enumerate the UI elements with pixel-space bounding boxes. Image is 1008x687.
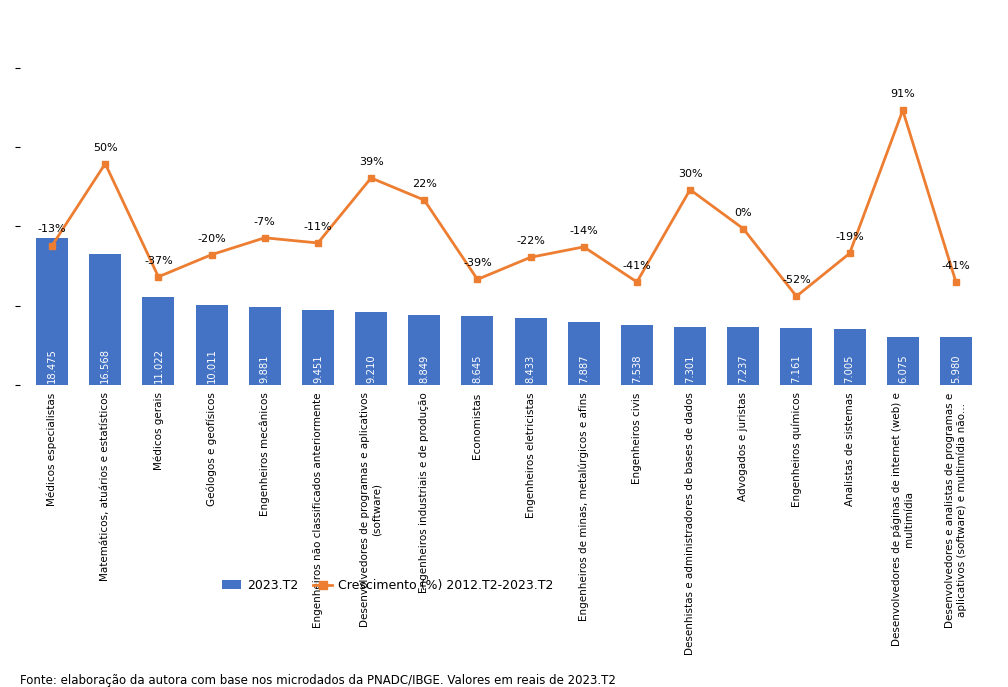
Text: 7.887: 7.887	[579, 354, 589, 383]
Text: 7.005: 7.005	[845, 354, 855, 383]
Text: 5.980: 5.980	[951, 354, 961, 383]
Legend: 2023.T2, Crescimento (%) 2012.T2-2023.T2: 2023.T2, Crescimento (%) 2012.T2-2023.T2	[217, 574, 558, 597]
Bar	[302, 310, 334, 385]
Text: Fonte: elaboração da autora com base nos microdados da PNADC/IBGE. Valores em re: Fonte: elaboração da autora com base nos…	[20, 673, 616, 686]
Text: -22%: -22%	[516, 236, 545, 246]
Text: 18.475: 18.475	[47, 348, 57, 383]
Text: -37%: -37%	[144, 256, 172, 266]
Text: -20%: -20%	[198, 234, 226, 244]
Text: 9.210: 9.210	[366, 354, 376, 383]
Bar	[196, 306, 228, 385]
Text: 7.237: 7.237	[738, 354, 748, 383]
Text: 7.161: 7.161	[791, 354, 801, 383]
Text: 8.433: 8.433	[525, 355, 535, 383]
Bar	[940, 337, 972, 385]
Text: 11.022: 11.022	[153, 348, 163, 383]
Text: -41%: -41%	[941, 261, 971, 271]
Text: -52%: -52%	[782, 275, 810, 285]
Text: 7.538: 7.538	[632, 354, 642, 383]
Text: 39%: 39%	[359, 157, 383, 167]
Bar	[249, 306, 280, 385]
Bar	[515, 318, 546, 385]
Bar	[780, 328, 812, 385]
Text: 8.849: 8.849	[419, 354, 429, 383]
Text: -7%: -7%	[254, 216, 275, 227]
Text: 6.075: 6.075	[898, 354, 908, 383]
Text: -13%: -13%	[37, 225, 67, 234]
Text: 10.011: 10.011	[207, 348, 217, 383]
Text: 22%: 22%	[412, 179, 436, 189]
Bar	[674, 327, 706, 385]
Text: 91%: 91%	[890, 89, 915, 99]
Text: 8.645: 8.645	[473, 354, 483, 383]
Text: -19%: -19%	[836, 232, 864, 243]
Text: 30%: 30%	[677, 168, 703, 179]
Text: 0%: 0%	[735, 207, 752, 218]
Bar	[142, 297, 174, 385]
Bar	[834, 329, 866, 385]
Bar	[621, 325, 653, 385]
Bar	[408, 315, 440, 385]
Text: 9.881: 9.881	[260, 354, 270, 383]
Text: -14%: -14%	[570, 226, 598, 236]
Bar	[90, 254, 121, 385]
Text: -39%: -39%	[463, 258, 492, 269]
Text: 7.301: 7.301	[685, 354, 696, 383]
Text: -41%: -41%	[623, 261, 651, 271]
Bar	[355, 312, 387, 385]
Bar	[36, 238, 68, 385]
Text: 16.568: 16.568	[100, 348, 110, 383]
Text: 50%: 50%	[93, 142, 118, 153]
Bar	[462, 316, 493, 385]
Bar	[887, 337, 918, 385]
Bar	[568, 322, 600, 385]
Bar	[728, 328, 759, 385]
Text: 9.451: 9.451	[312, 354, 323, 383]
Text: -11%: -11%	[303, 222, 333, 232]
